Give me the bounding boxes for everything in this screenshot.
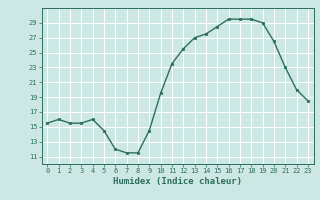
X-axis label: Humidex (Indice chaleur): Humidex (Indice chaleur) [113, 177, 242, 186]
